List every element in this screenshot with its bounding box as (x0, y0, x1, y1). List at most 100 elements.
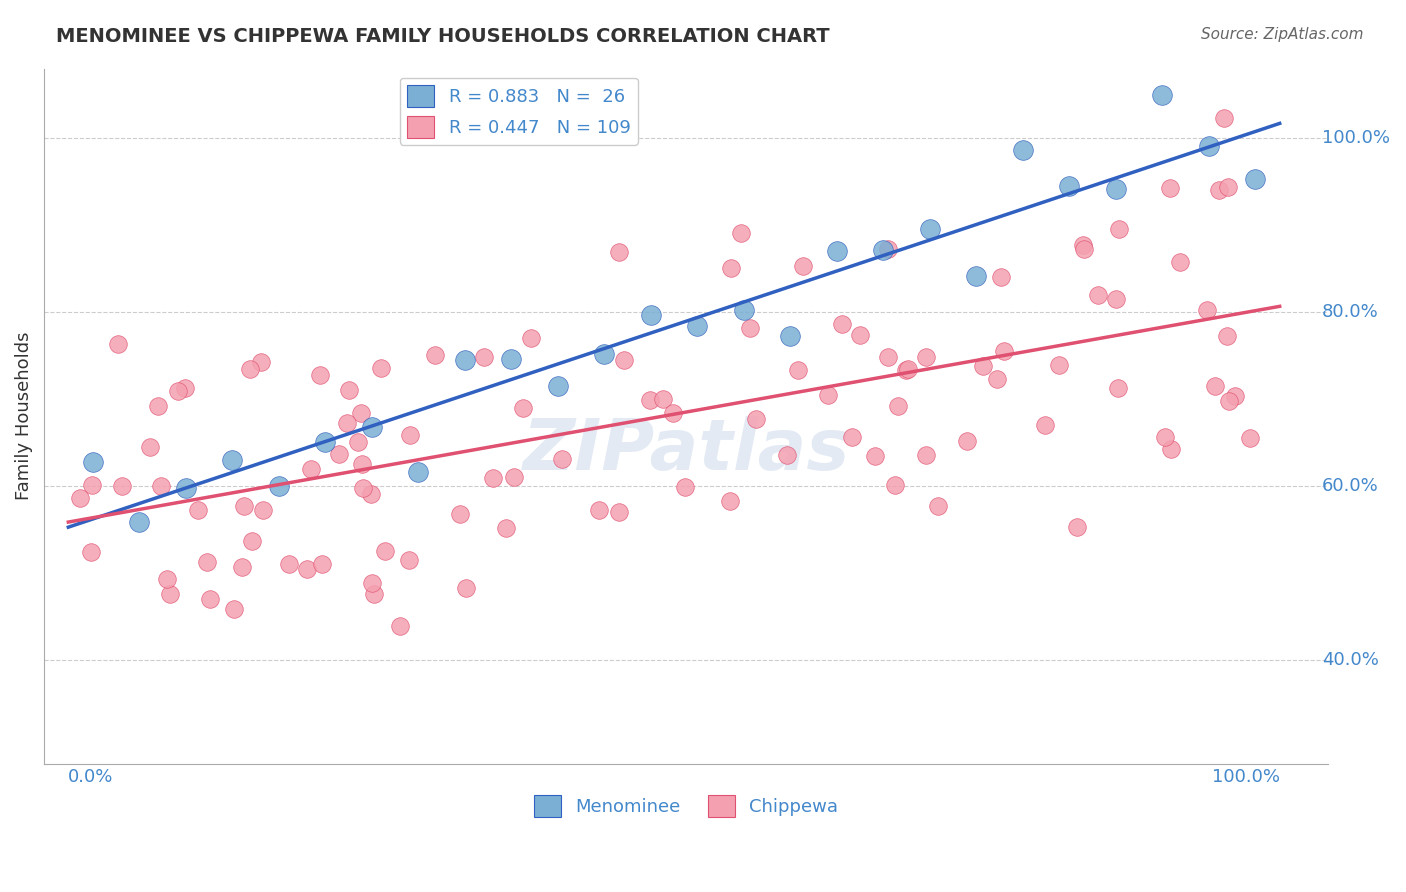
Point (588, 502, 610, 516)
Point (872, 243, 894, 257)
Point (738, 321, 761, 335)
Text: 60.0%: 60.0% (1322, 476, 1379, 495)
Point (159, 587, 181, 601)
Point (593, 347, 616, 361)
Point (990, 270, 1012, 285)
Point (673, 479, 696, 493)
Point (252, 502, 274, 516)
Point (361, 576, 384, 591)
Point (1108, 222, 1130, 236)
Point (146, 399, 169, 413)
Point (956, 434, 979, 448)
Point (1087, 288, 1109, 302)
Point (915, 449, 938, 463)
Point (314, 435, 336, 450)
Point (831, 317, 853, 331)
Point (825, 244, 848, 258)
Point (914, 350, 936, 364)
Point (233, 499, 256, 513)
Point (242, 534, 264, 549)
Point (1208, 183, 1230, 197)
Point (1066, 520, 1088, 534)
Point (512, 401, 534, 415)
Point (1244, 172, 1267, 186)
Point (841, 429, 863, 443)
Point (792, 259, 814, 273)
Legend: Menominee, Chippewa: Menominee, Chippewa (527, 788, 845, 824)
Point (311, 557, 333, 571)
Point (1239, 431, 1261, 445)
Point (776, 448, 799, 462)
Point (662, 405, 685, 419)
Point (139, 440, 162, 454)
Text: 80.0%: 80.0% (1322, 303, 1379, 321)
Point (613, 352, 636, 367)
Point (339, 384, 361, 398)
Point (195, 556, 218, 570)
Point (638, 392, 661, 407)
Text: 100.0%: 100.0% (1322, 129, 1391, 147)
Point (1197, 302, 1219, 317)
Point (1216, 328, 1239, 343)
Point (495, 521, 517, 535)
Point (200, 591, 222, 606)
Point (745, 411, 768, 425)
Point (1212, 112, 1234, 126)
Point (607, 245, 630, 260)
Point (174, 381, 197, 395)
Point (222, 601, 245, 615)
Point (308, 368, 330, 382)
Point (150, 478, 173, 492)
Point (328, 447, 350, 461)
Point (883, 477, 905, 491)
Point (454, 353, 477, 368)
Point (1153, 430, 1175, 444)
Point (502, 469, 524, 483)
Y-axis label: Family Households: Family Households (15, 332, 32, 500)
Point (1047, 358, 1070, 372)
Point (398, 553, 420, 567)
Point (399, 428, 422, 442)
Point (295, 562, 318, 576)
Point (1071, 237, 1094, 252)
Point (1160, 442, 1182, 456)
Point (894, 362, 917, 376)
Text: 40.0%: 40.0% (1322, 650, 1379, 668)
Point (1218, 393, 1240, 408)
Point (1198, 139, 1220, 153)
Point (346, 434, 368, 449)
Point (267, 478, 290, 492)
Point (80, 545, 103, 559)
Point (817, 388, 839, 402)
Point (848, 328, 870, 343)
Point (896, 362, 918, 376)
Point (1105, 293, 1128, 307)
Point (174, 482, 197, 496)
Point (550, 452, 572, 467)
Point (360, 487, 382, 501)
Point (156, 572, 179, 586)
Point (350, 406, 373, 420)
Point (1204, 378, 1226, 392)
Point (299, 462, 322, 476)
Point (1223, 389, 1246, 403)
Point (111, 478, 134, 492)
Point (336, 416, 359, 430)
Point (501, 351, 523, 366)
Point (454, 581, 477, 595)
Point (1216, 180, 1239, 194)
Point (986, 372, 1008, 386)
Point (374, 544, 396, 558)
Point (965, 268, 987, 283)
Point (249, 355, 271, 369)
Point (733, 302, 755, 317)
Point (787, 363, 810, 377)
Point (686, 319, 709, 334)
Text: 100.0%: 100.0% (1212, 768, 1279, 786)
Point (1107, 381, 1129, 395)
Point (1073, 242, 1095, 256)
Text: Source: ZipAtlas.com: Source: ZipAtlas.com (1201, 27, 1364, 42)
Point (520, 331, 543, 345)
Point (221, 452, 243, 467)
Point (107, 337, 129, 351)
